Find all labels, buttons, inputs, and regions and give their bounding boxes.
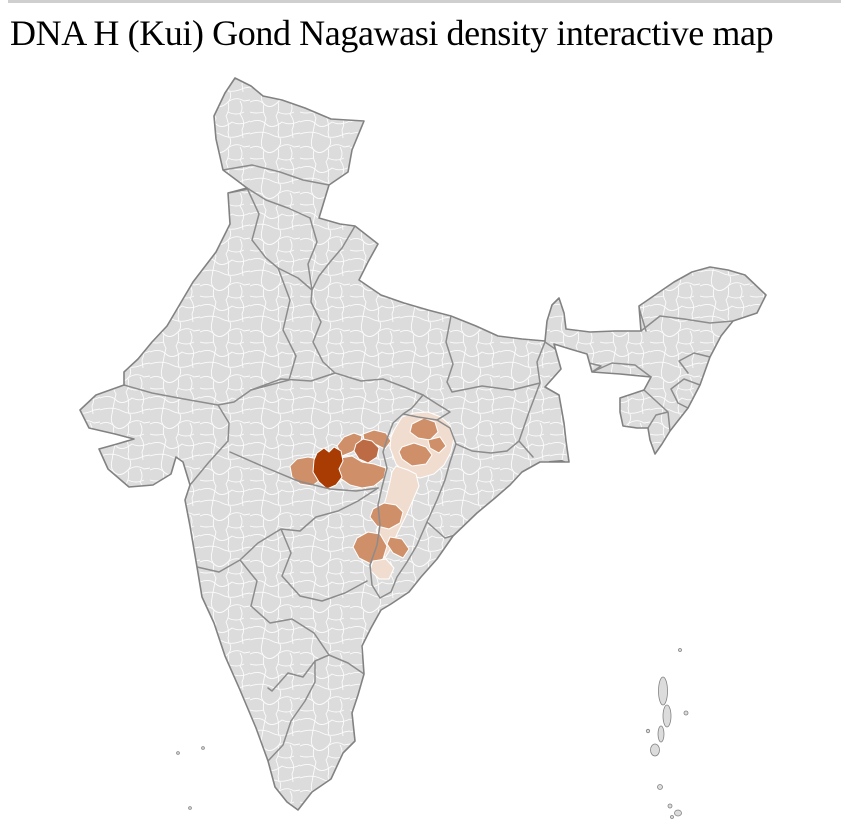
top-rule: [8, 0, 841, 3]
district-highlight[interactable]: [353, 438, 380, 464]
andaman-nicobar-islands: [645, 648, 689, 819]
sundarbans-delta: [547, 460, 572, 486]
india-outline: [79, 77, 767, 811]
lakshadweep-islands: [176, 746, 205, 810]
district-highlight[interactable]: [398, 442, 433, 467]
district-highlight[interactable]: [427, 436, 447, 454]
district-highlight[interactable]: [312, 446, 344, 490]
district-highlight[interactable]: [386, 536, 410, 559]
state-borders: [123, 164, 734, 762]
page-title: DNA H (Kui) Gond Nagawasi density intera…: [10, 13, 774, 53]
